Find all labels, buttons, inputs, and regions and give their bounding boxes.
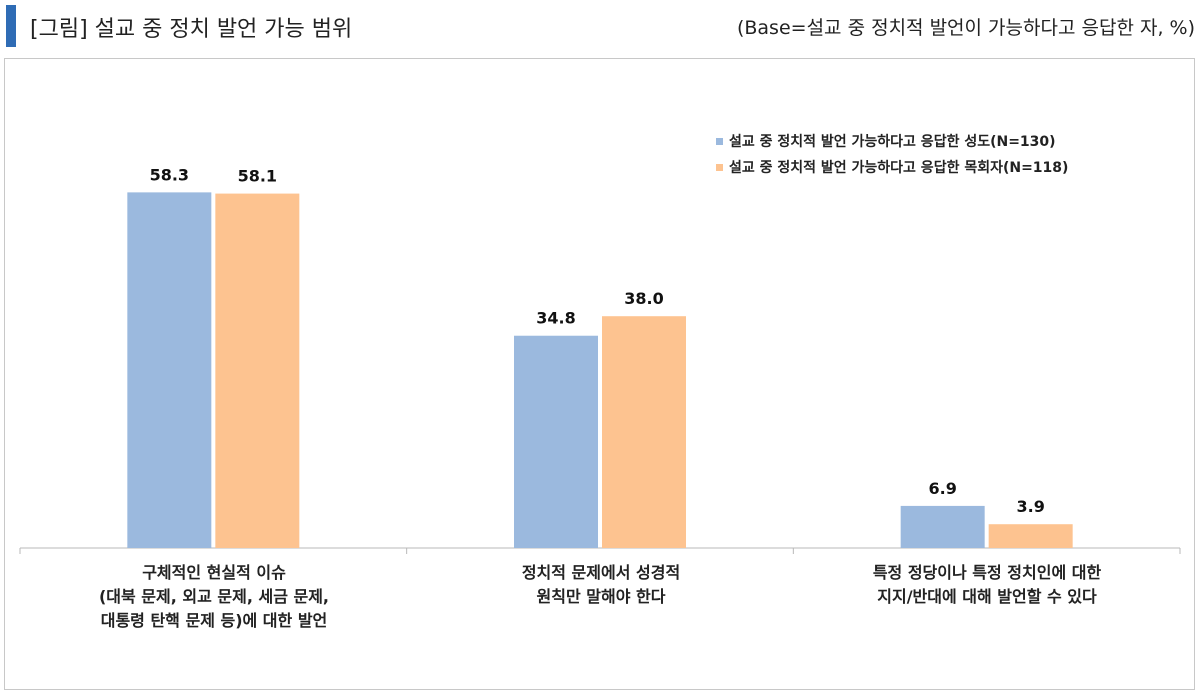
legend: 설교 중 정치적 발언 가능하다고 응답한 성도(N=130) 설교 중 정치적… — [716, 128, 1068, 180]
legend-label-series-2: 설교 중 정치적 발언 가능하다고 응답한 목회자(N=118) — [729, 160, 1069, 176]
bar-series1-cat3 — [900, 505, 985, 548]
data-label-series1-cat2: 34.8 — [536, 309, 575, 328]
data-label-series2-cat2: 38.0 — [624, 289, 663, 308]
legend-swatch-series-2 — [716, 163, 723, 171]
bar-series2-cat1 — [215, 193, 300, 548]
legend-item-series-1: 설교 중 정치적 발언 가능하다고 응답한 성도(N=130) — [716, 128, 1068, 154]
bar-series2-cat2 — [602, 316, 686, 548]
category-label-2: 정치적 문제에서 성경적 원칙만 말해야 한다 — [521, 563, 681, 606]
data-label-series1-cat1: 58.3 — [150, 165, 189, 184]
bar-series2-cat3 — [988, 524, 1073, 548]
chart-frame — [4, 58, 1195, 690]
title-accent-bar — [6, 5, 16, 47]
category-label-1: 구체적인 현실적 이슈 (대북 문제, 외교 문제, 세금 문제, 대통령 탄핵… — [98, 563, 330, 630]
data-label-series2-cat1: 58.1 — [238, 167, 277, 186]
legend-swatch-series-1 — [716, 137, 723, 145]
bar-series1-cat2 — [514, 335, 598, 548]
data-label-series2-cat3: 3.9 — [1016, 497, 1044, 516]
data-label-series1-cat3: 6.9 — [928, 479, 956, 498]
legend-item-series-2: 설교 중 정치적 발언 가능하다고 응답한 목회자(N=118) — [716, 154, 1068, 180]
base-note: (Base=설교 중 정치적 발언이 가능하다고 응답한 자, %) — [736, 17, 1195, 39]
figure-title: [그림] 설교 중 정치 발언 가능 범위 — [30, 17, 353, 42]
category-label-3: 특정 정당이나 특정 정치인에 대한 지지/반대에 대해 발언할 수 있다 — [872, 563, 1102, 606]
legend-label-series-1: 설교 중 정치적 발언 가능하다고 응답한 성도(N=130) — [729, 134, 1056, 150]
bar-series1-cat1 — [127, 192, 212, 548]
